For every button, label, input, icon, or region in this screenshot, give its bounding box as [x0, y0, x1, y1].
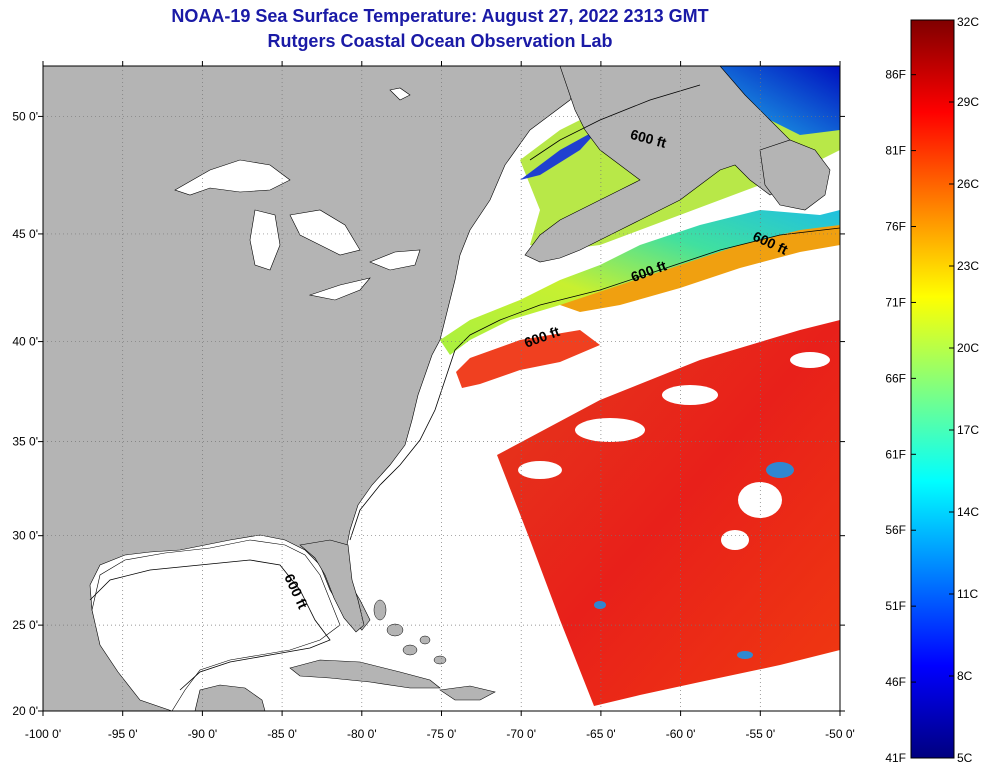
lat-tick-label: 25 0'	[12, 618, 38, 632]
lat-tick-label: 40 0'	[12, 335, 38, 349]
lat-tick-label: 45 0'	[12, 227, 38, 241]
colorbar-c-label: 20C	[957, 341, 979, 355]
lat-tick-label: 20 0'	[12, 704, 38, 718]
lat-tick-label: 50 0'	[12, 109, 38, 123]
lat-axis-labels: 20 0' 25 0' 30 0' 35 0' 40 0' 45 0' 50 0'	[12, 109, 38, 718]
cool-eddies	[594, 462, 794, 659]
colorbar-c-label: 5C	[957, 751, 973, 765]
lon-tick-label: -100 0'	[25, 727, 61, 741]
colorbar-c-label: 23C	[957, 259, 979, 273]
colorbar-c-label: 26C	[957, 177, 979, 191]
land-hispaniola	[439, 685, 496, 701]
colorbar-f-label: 51F	[885, 599, 906, 613]
colorbar-c-label: 14C	[957, 505, 979, 519]
land-yucatan	[194, 684, 266, 711]
lon-tick-label: -70 0'	[506, 727, 536, 741]
sst-swath	[497, 320, 840, 706]
colorbar-f-label: 56F	[885, 523, 906, 537]
colorbar-f-label: 61F	[885, 447, 906, 461]
map-title: NOAA-19 Sea Surface Temperature: August …	[171, 6, 709, 26]
colorbar-f-label: 81F	[885, 144, 906, 158]
labrador-cold-water	[720, 66, 840, 135]
colorbar-c-label: 11C	[957, 587, 978, 601]
colorbar-f-label: 71F	[885, 295, 906, 309]
lon-tick-label: -80 0'	[347, 727, 377, 741]
colorbar-f-label: 46F	[885, 675, 906, 689]
lon-tick-label: -75 0'	[427, 727, 457, 741]
colorbar-c-label: 17C	[957, 423, 979, 437]
lon-tick-label: -65 0'	[586, 727, 616, 741]
colorbar-c-label: 32C	[957, 15, 979, 29]
colorbar-c-label: 29C	[957, 95, 979, 109]
colorbar-c-label: 8C	[957, 669, 973, 683]
land-cuba	[289, 659, 441, 689]
colorbar-f-label: 66F	[885, 371, 906, 385]
colorbar-f-label: 76F	[885, 220, 906, 234]
slope-warm-band	[560, 225, 840, 312]
lon-tick-label: -55 0'	[745, 727, 775, 741]
gulf-stream-band	[456, 330, 600, 388]
lat-tick-label: 30 0'	[12, 529, 38, 543]
cloud-gaps	[518, 352, 830, 550]
cold-channel	[520, 128, 600, 180]
land-florida	[299, 539, 365, 633]
land-bahamas	[373, 599, 447, 665]
graticule	[43, 66, 840, 711]
lon-tick-label: -85 0'	[267, 727, 297, 741]
gulf-of-mexico	[91, 539, 341, 711]
isobath-600ft	[89, 84, 840, 691]
colorbar-f-label: 86F	[885, 68, 906, 82]
land-newfoundland	[759, 139, 831, 211]
lon-axis-labels: -100 0' -95 0' -90 0' -85 0' -80 0' -75 0' -70…	[25, 727, 855, 741]
lon-tick-label: -95 0'	[108, 727, 138, 741]
colorbar-labels: 32C 29C 26C 23C 20C 17C 14C 11C 8C 5C 86F 81F 76F 71F…	[885, 15, 979, 765]
lon-tick-label: -50 0'	[825, 727, 855, 741]
map-subtitle: Rutgers Coastal Ocean Observation Lab	[267, 31, 613, 51]
great-lakes	[174, 87, 421, 301]
lon-tick-label: -90 0'	[188, 727, 218, 741]
lon-tick-label: -60 0'	[666, 727, 696, 741]
lat-tick-label: 35 0'	[12, 435, 38, 449]
colorbar-ticks	[911, 19, 954, 759]
colorbar	[910, 19, 955, 759]
colorbar-f-label: 41F	[885, 751, 906, 765]
axis-ticks	[38, 61, 845, 716]
